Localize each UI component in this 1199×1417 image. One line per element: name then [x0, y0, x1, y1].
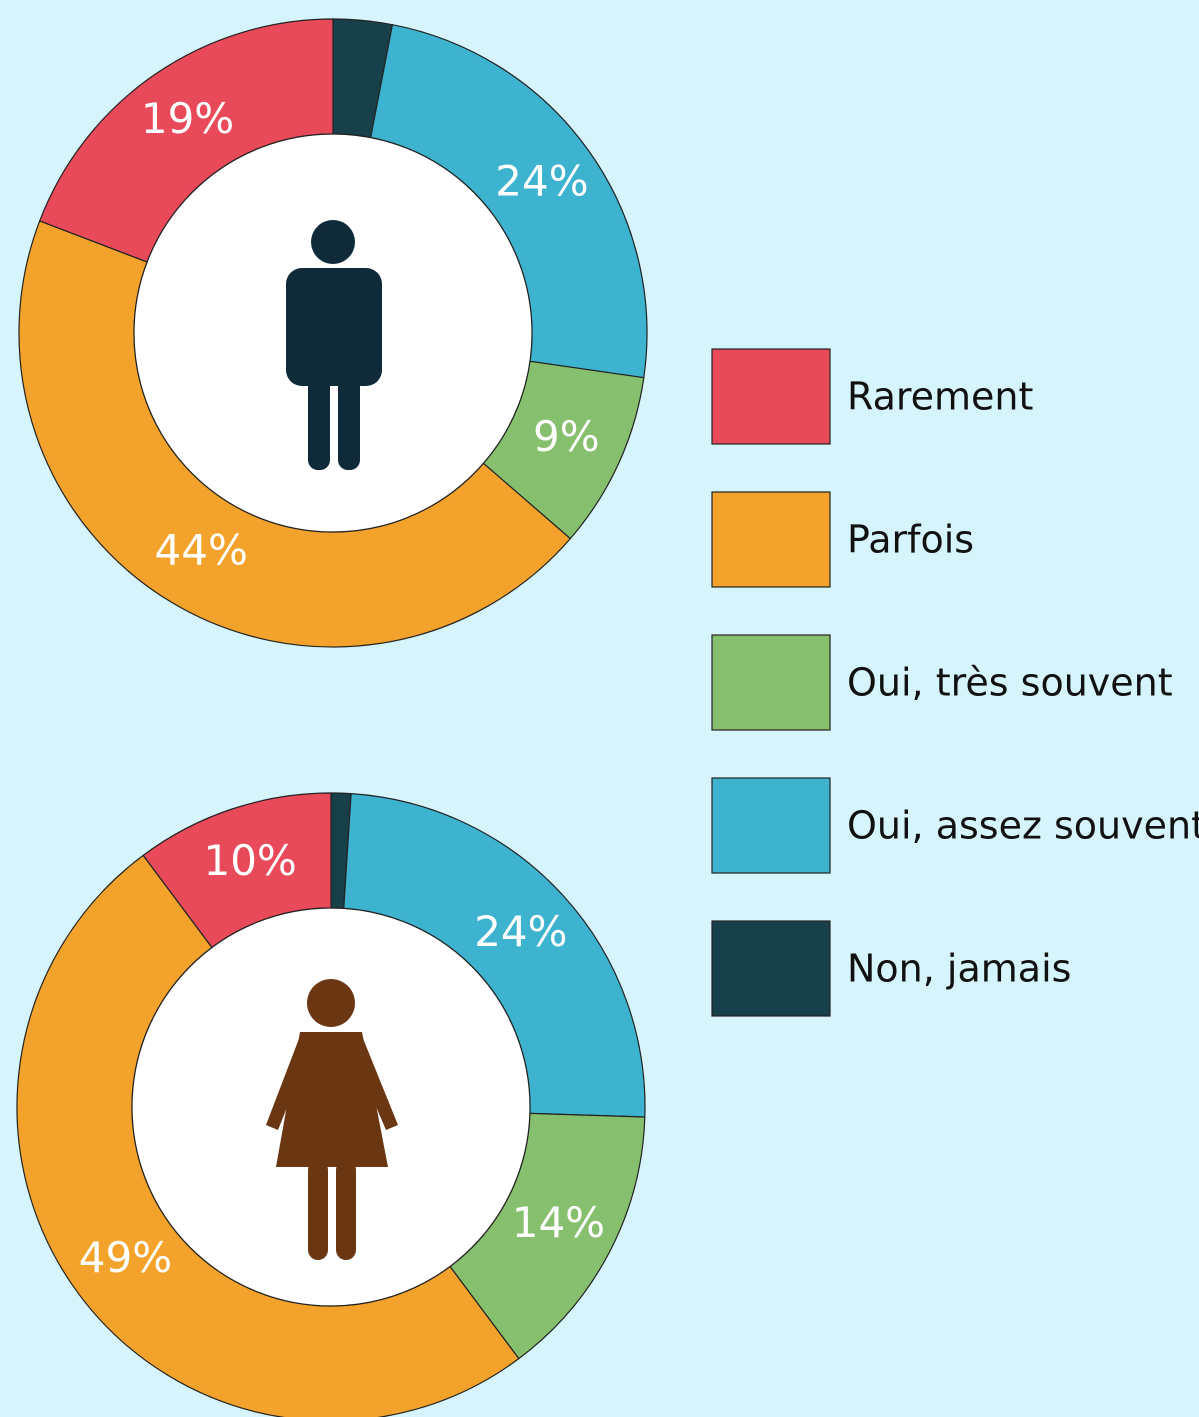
value-label: 10% — [203, 836, 296, 885]
value-label: 24% — [474, 907, 567, 956]
legend-label: Oui, assez souvent — [847, 804, 1199, 848]
value-label: 24% — [495, 157, 588, 206]
legend-label: Rarement — [847, 375, 1033, 419]
legend-swatch — [711, 777, 831, 874]
value-label: 44% — [155, 526, 248, 575]
legend-swatch — [711, 348, 831, 445]
legend-label: Non, jamais — [847, 947, 1071, 991]
woman-icon — [266, 979, 398, 1260]
value-label: 19% — [141, 94, 234, 143]
value-label: 9% — [533, 412, 600, 461]
donuts: 24% 9% 44% 19% 24% 14% 49% 10% — [17, 18, 648, 1417]
value-label: 49% — [79, 1233, 172, 1282]
legend-label: Parfois — [847, 518, 974, 562]
legend-label: Oui, très souvent — [847, 661, 1173, 705]
man-icon — [286, 220, 382, 470]
legend: Rarement Parfois Oui, très souvent Oui, ass… — [711, 348, 1199, 1017]
legend-swatch — [711, 491, 831, 588]
legend-swatch — [711, 920, 831, 1017]
icons — [266, 220, 398, 1260]
value-label: 14% — [512, 1198, 605, 1247]
legend-swatch — [711, 634, 831, 731]
